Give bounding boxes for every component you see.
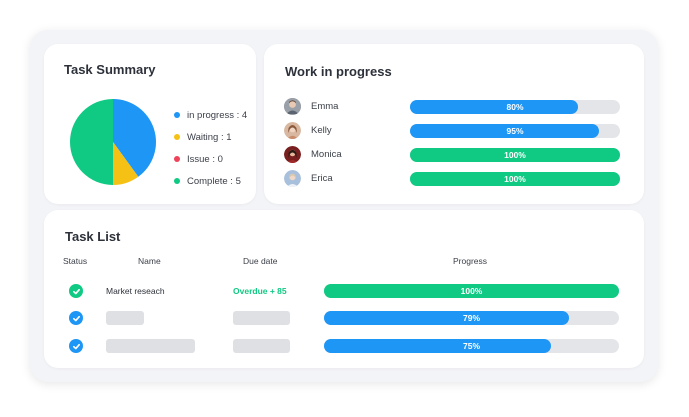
progress-label: 100% xyxy=(504,174,526,184)
progress-bar: 100% xyxy=(410,148,620,162)
progress-bar-fill xyxy=(410,172,620,186)
progress-bar: 75% xyxy=(324,339,619,353)
check-circle-icon[interactable] xyxy=(69,284,83,298)
avatar xyxy=(284,98,301,115)
wip-member-name: Emma xyxy=(311,101,339,112)
progress-label: 95% xyxy=(506,126,524,136)
task-summary-pie-chart xyxy=(70,99,156,185)
progress-label: 100% xyxy=(460,286,483,296)
progress-label: 79% xyxy=(462,313,480,323)
avatar xyxy=(284,170,301,187)
task-due-date-placeholder xyxy=(233,311,290,325)
legend-label: Waiting : 1 xyxy=(187,131,232,143)
legend-label: Complete : 5 xyxy=(187,175,241,187)
dashboard-frame: Task Summary in progress : 4 Waiting : 1… xyxy=(30,30,658,382)
legend-label: Issue : 0 xyxy=(187,153,223,165)
issue-dot-icon xyxy=(174,156,180,162)
column-header-name[interactable]: Name xyxy=(138,256,161,266)
legend-label: in progress : 4 xyxy=(187,109,248,121)
progress-bar-fill xyxy=(324,339,552,353)
progress-bar-fill xyxy=(410,124,599,138)
progress-bar-fill xyxy=(324,311,569,325)
task-list-card: Task List Status Name Due date Progress … xyxy=(44,210,644,368)
task-summary-title: Task Summary xyxy=(64,62,156,77)
progress-bar: 79% xyxy=(324,311,619,325)
table-row[interactable]: 75% xyxy=(44,337,644,357)
progress-label: 80% xyxy=(506,102,524,112)
work-in-progress-card: Work in progress Emma 80% Kelly 95% xyxy=(264,44,644,204)
task-summary-legend: in progress : 4 Waiting : 1 Issue : 0 Co… xyxy=(174,104,247,192)
table-row[interactable]: 79% xyxy=(44,309,644,329)
progress-bar: 100% xyxy=(324,284,619,298)
progress-bar-fill xyxy=(410,148,620,162)
task-name-placeholder xyxy=(106,311,144,325)
task-name-placeholder xyxy=(106,339,195,353)
task-due-date-placeholder xyxy=(233,339,290,353)
wip-member-name: Monica xyxy=(311,149,342,160)
pie-slice xyxy=(113,142,139,185)
wip-member-name: Erica xyxy=(311,173,333,184)
avatar xyxy=(284,122,301,139)
progress-bar-fill xyxy=(324,284,619,298)
legend-item-issue: Issue : 0 xyxy=(174,148,247,170)
legend-item-in-progress: in progress : 4 xyxy=(174,104,247,126)
progress-bar: 80% xyxy=(410,100,620,114)
wip-member-name: Kelly xyxy=(311,125,332,136)
task-list-title: Task List xyxy=(65,229,121,244)
column-header-status[interactable]: Status xyxy=(63,256,88,266)
legend-item-waiting: Waiting : 1 xyxy=(174,126,247,148)
avatar xyxy=(284,146,301,163)
check-circle-icon[interactable] xyxy=(69,339,83,353)
in-progress-dot-icon xyxy=(174,112,180,118)
pie-slice xyxy=(70,99,113,185)
progress-label: 100% xyxy=(504,150,526,160)
wip-row-erica[interactable]: Erica 100% xyxy=(284,169,624,189)
complete-dot-icon xyxy=(174,178,180,184)
progress-bar: 100% xyxy=(410,172,620,186)
progress-label: 75% xyxy=(462,341,480,351)
pie-slice xyxy=(113,99,156,177)
task-due-date: Overdue + 85 xyxy=(233,286,287,296)
column-header-progress[interactable]: Progress xyxy=(453,256,488,266)
check-circle-icon[interactable] xyxy=(69,311,83,325)
work-in-progress-title: Work in progress xyxy=(285,64,392,79)
wip-row-emma[interactable]: Emma 80% xyxy=(284,97,624,117)
task-name: Market reseach xyxy=(106,286,165,296)
legend-item-complete: Complete : 5 xyxy=(174,170,247,192)
wip-row-kelly[interactable]: Kelly 95% xyxy=(284,121,624,141)
waiting-dot-icon xyxy=(174,134,180,140)
task-summary-card: Task Summary in progress : 4 Waiting : 1… xyxy=(44,44,256,204)
progress-bar: 95% xyxy=(410,124,620,138)
progress-bar-fill xyxy=(410,100,578,114)
column-header-due-date[interactable]: Due date xyxy=(243,256,278,266)
table-row[interactable]: Market reseach Overdue + 85 100% xyxy=(44,282,644,302)
wip-row-monica[interactable]: Monica 100% xyxy=(284,145,624,165)
